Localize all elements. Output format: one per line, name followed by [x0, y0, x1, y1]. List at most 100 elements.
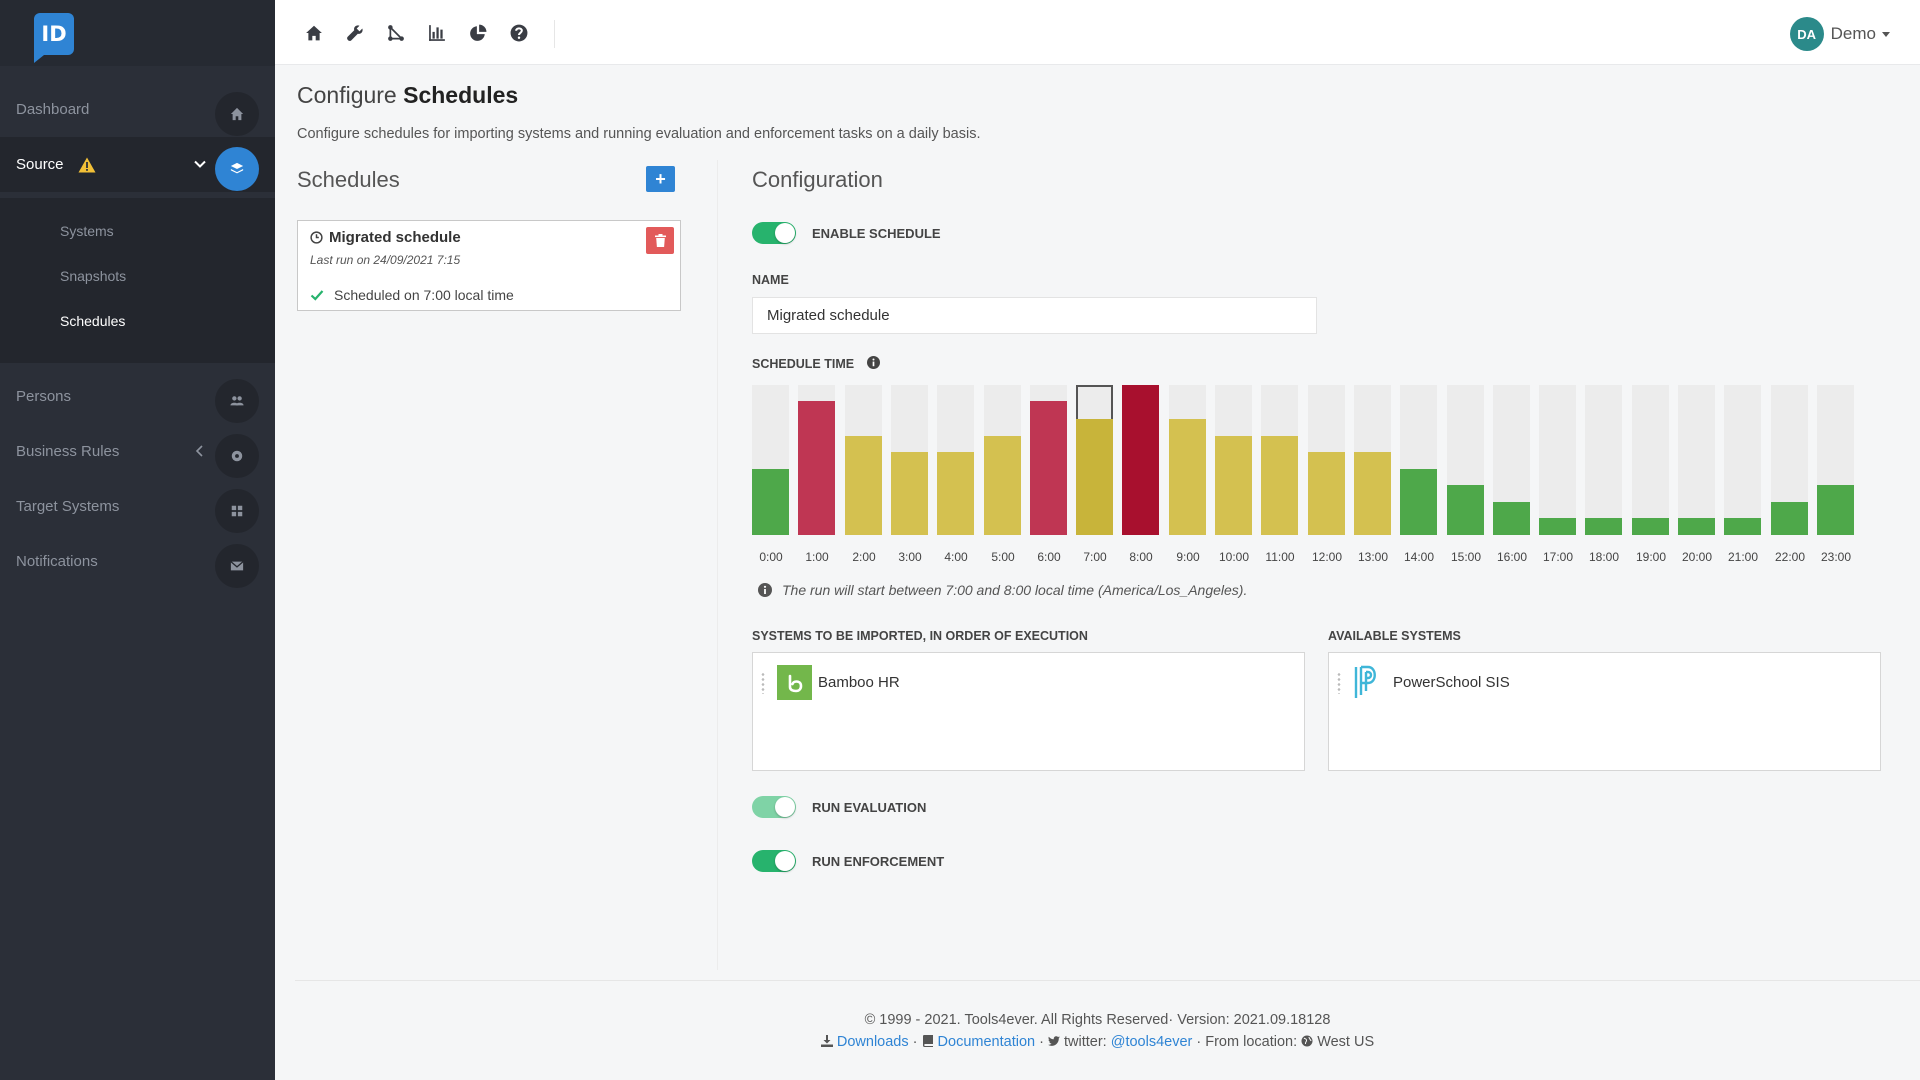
flow-icon[interactable]	[387, 24, 405, 42]
schedule-card[interactable]: Migrated schedule Last run on 24/09/2021…	[297, 220, 681, 311]
chart-bar	[1308, 452, 1345, 535]
available-systems-list[interactable]: PowerSchool SIS	[1328, 652, 1881, 771]
downloads-link[interactable]: Downloads	[836, 1034, 909, 1050]
chart-bar	[1076, 419, 1113, 535]
hour-slot-8[interactable]	[1122, 385, 1159, 535]
add-schedule-button[interactable]: +	[646, 166, 675, 192]
footer-divider	[295, 980, 1920, 981]
run-evaluation-toggle[interactable]	[752, 796, 796, 818]
topbar: DA Demo	[275, 0, 1920, 65]
chevron-left-icon[interactable]	[193, 444, 207, 458]
delete-schedule-button[interactable]	[646, 227, 674, 254]
hour-slot-17[interactable]	[1539, 385, 1576, 535]
run-enforcement-toggle[interactable]	[752, 850, 796, 872]
schedule-time-chart[interactable]: 0:00 1:00 2:00 3:00 4:00 5:00 6:00 7:00 8:00 9:00…	[752, 385, 1854, 570]
help-icon[interactable]	[510, 24, 528, 42]
schedule-last-run: Last run on 24/09/2021 7:15	[310, 253, 461, 267]
hour-slot-22[interactable]	[1771, 385, 1808, 535]
page-title-light: Configure	[297, 82, 397, 108]
list-item[interactable]: Bamboo HR	[761, 665, 900, 700]
hour-slot-23[interactable]	[1817, 385, 1854, 535]
user-name: Demo	[1830, 24, 1876, 43]
page-description: Configure schedules for importing system…	[297, 126, 981, 142]
sidebar-subitem-snapshots[interactable]: Snapshots	[60, 268, 127, 284]
hour-slot-12[interactable]	[1308, 385, 1345, 535]
info-icon[interactable]	[867, 356, 880, 369]
hour-slot-7[interactable]	[1076, 385, 1113, 535]
sidebar-item-persons[interactable]: Persons	[0, 369, 275, 424]
hour-slot-2[interactable]	[845, 385, 882, 535]
chart-bar	[1215, 436, 1252, 535]
hour-slot-14[interactable]	[1400, 385, 1437, 535]
hour-slot-15[interactable]	[1447, 385, 1484, 535]
tick-label: 22:00	[1774, 550, 1806, 564]
sidebar-item-label: Dashboard	[16, 101, 90, 118]
chart-bar	[1585, 518, 1622, 535]
system-name: PowerSchool SIS	[1393, 674, 1510, 691]
users-icon	[215, 379, 259, 423]
hour-slot-4[interactable]	[937, 385, 974, 535]
pie-chart-icon[interactable]	[469, 24, 487, 42]
hour-slot-10[interactable]	[1215, 385, 1252, 535]
system-name: Bamboo HR	[818, 674, 900, 691]
list-item[interactable]: PowerSchool SIS	[1337, 665, 1510, 700]
sidebar-item-notifications[interactable]: Notifications	[0, 534, 275, 589]
sidebar-subitem-systems[interactable]: Systems	[60, 223, 114, 239]
chart-note: The run will start between 7:00 and 8:00…	[758, 582, 1247, 598]
hour-slot-3[interactable]	[891, 385, 928, 535]
footer-links: Downloads · Documentation · twitter: @to…	[275, 1034, 1920, 1050]
chevron-down-icon[interactable]	[193, 157, 207, 171]
selected-systems-list[interactable]: Bamboo HR	[752, 652, 1305, 771]
chart-bar	[1678, 518, 1715, 535]
enable-schedule-toggle[interactable]	[752, 222, 796, 244]
home-icon[interactable]	[305, 24, 323, 42]
sidebar: ID Dashboard Source Systems Snapshots Sc…	[0, 0, 275, 1080]
schedules-heading: Schedules	[297, 167, 400, 192]
tick-label: 6:00	[1037, 550, 1061, 564]
chart-bar	[1400, 469, 1437, 535]
avatar: DA	[1789, 17, 1824, 51]
tick-label: 9:00	[1176, 550, 1200, 564]
tick-label: 0:00	[759, 550, 783, 564]
hour-slot-9[interactable]	[1169, 385, 1206, 535]
home-icon	[215, 92, 259, 136]
hour-slot-18[interactable]	[1585, 385, 1622, 535]
tick-label: 3:00	[898, 550, 922, 564]
twitter-link[interactable]: @tools4ever	[1110, 1034, 1193, 1050]
app-logo[interactable]: ID	[34, 13, 74, 63]
schedule-time-label: SCHEDULE TIME	[752, 357, 855, 371]
page-title: Configure Schedules	[297, 82, 518, 109]
user-menu[interactable]: DA Demo	[1789, 17, 1890, 51]
hour-slot-20[interactable]	[1678, 385, 1715, 535]
page-title-bold: Schedules	[403, 82, 519, 108]
sidebar-item-business-rules[interactable]: Business Rules	[0, 424, 275, 479]
source-subnav: Systems Snapshots Schedules	[0, 198, 275, 363]
sidebar-subitem-schedules[interactable]: Schedules	[60, 313, 126, 329]
wrench-icon[interactable]	[346, 24, 364, 42]
tick-label: 18:00	[1588, 550, 1620, 564]
tick-label: 4:00	[944, 550, 968, 564]
documentation-link[interactable]: Documentation	[937, 1034, 1036, 1050]
hour-slot-1[interactable]	[798, 385, 835, 535]
hour-slot-5[interactable]	[984, 385, 1021, 535]
hour-slot-16[interactable]	[1493, 385, 1530, 535]
sidebar-item-target-systems[interactable]: Target Systems	[0, 479, 275, 534]
toolbar-separator	[554, 20, 555, 48]
hour-slot-11[interactable]	[1261, 385, 1298, 535]
bar-chart-icon[interactable]	[428, 24, 446, 42]
hour-slot-13[interactable]	[1354, 385, 1391, 535]
sidebar-item-label: Source	[16, 156, 64, 173]
clock-icon	[310, 231, 323, 244]
hour-slot-21[interactable]	[1724, 385, 1761, 535]
drag-handle-icon[interactable]	[761, 671, 765, 694]
sidebar-item-dashboard[interactable]: Dashboard	[0, 82, 275, 137]
twitter-icon	[1047, 1036, 1060, 1046]
name-input[interactable]: Migrated schedule	[752, 297, 1317, 334]
hour-slot-19[interactable]	[1632, 385, 1669, 535]
drag-handle-icon[interactable]	[1337, 671, 1341, 694]
tick-label: 1:00	[805, 550, 829, 564]
sidebar-item-source[interactable]: Source	[0, 137, 275, 192]
hour-slot-6[interactable]	[1030, 385, 1067, 535]
tick-label: 10:00	[1218, 550, 1250, 564]
hour-slot-0[interactable]	[752, 385, 789, 535]
